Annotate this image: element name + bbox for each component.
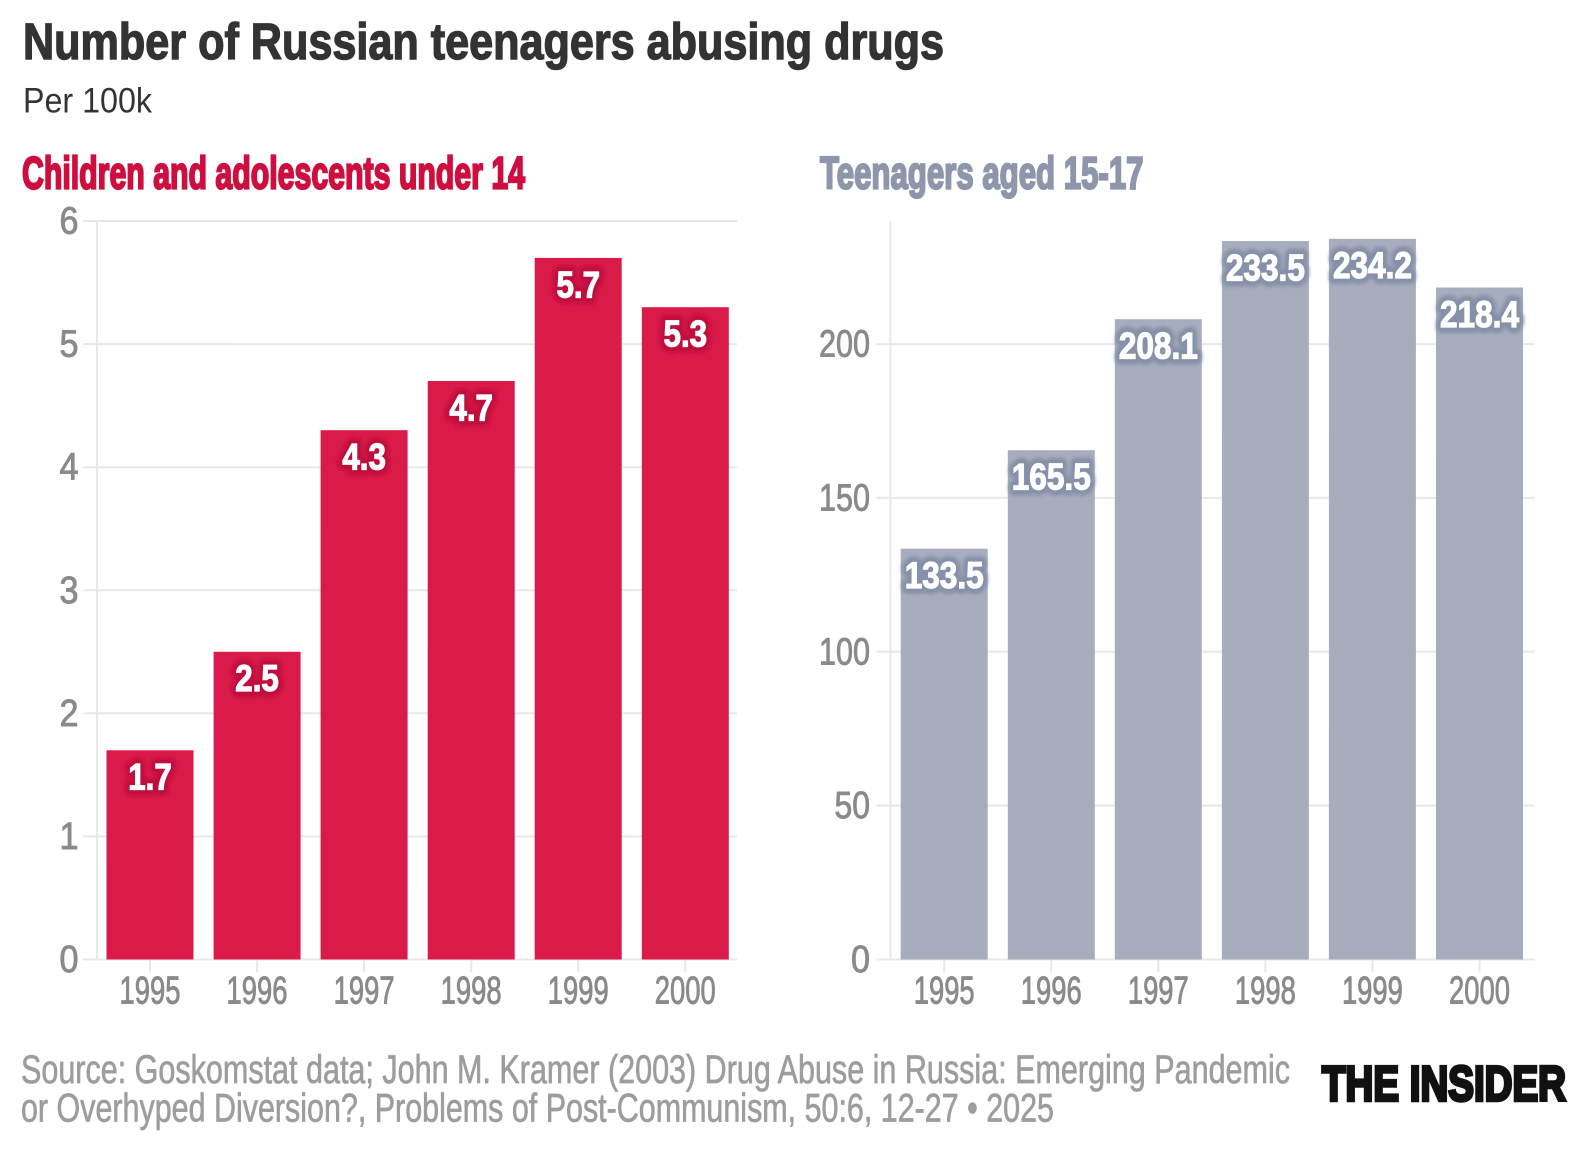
svg-text:5.7: 5.7 (556, 264, 600, 305)
svg-text:233.5: 233.5 (1226, 247, 1305, 288)
svg-text:1999: 1999 (548, 969, 609, 1012)
svg-text:200: 200 (819, 324, 870, 366)
svg-text:6: 6 (60, 200, 79, 242)
svg-text:Per 100k: Per 100k (23, 80, 152, 120)
svg-text:3: 3 (59, 570, 78, 612)
svg-text:5.3: 5.3 (664, 314, 708, 355)
svg-text:4.3: 4.3 (342, 437, 386, 478)
svg-text:0: 0 (59, 939, 78, 981)
svg-text:or Overhyped Diversion?, Probl: or Overhyped Diversion?, Problems of Pos… (21, 1087, 1054, 1131)
svg-text:208.1: 208.1 (1119, 326, 1198, 367)
svg-text:1: 1 (59, 816, 78, 858)
svg-text:234.2: 234.2 (1333, 245, 1412, 286)
svg-text:1998: 1998 (1235, 970, 1296, 1013)
svg-text:2000: 2000 (655, 969, 716, 1012)
svg-text:Source: Goskomstat data; John: Source: Goskomstat data; John M. Kramer … (21, 1048, 1290, 1092)
svg-text:1.7: 1.7 (128, 757, 172, 798)
svg-text:THE INSIDER: THE INSIDER (1322, 1058, 1566, 1112)
svg-text:233.5: 233.5 (1226, 247, 1305, 288)
svg-text:165.5: 165.5 (1012, 457, 1091, 498)
svg-text:218.4: 218.4 (1440, 294, 1519, 335)
svg-text:150: 150 (819, 477, 870, 519)
svg-text:5.3: 5.3 (664, 314, 708, 355)
svg-text:1.7: 1.7 (128, 757, 172, 798)
svg-text:234.2: 234.2 (1333, 245, 1412, 286)
svg-text:4.3: 4.3 (342, 437, 386, 478)
svg-text:133.5: 133.5 (905, 555, 984, 596)
svg-text:0: 0 (851, 939, 870, 981)
svg-text:2.5: 2.5 (235, 658, 279, 699)
svg-text:100: 100 (819, 631, 870, 673)
svg-text:2: 2 (59, 693, 78, 735)
svg-text:4.7: 4.7 (449, 387, 493, 428)
svg-text:2.5: 2.5 (235, 658, 279, 699)
svg-text:4.7: 4.7 (449, 387, 493, 428)
svg-text:50: 50 (834, 785, 870, 827)
svg-text:2000: 2000 (1449, 970, 1510, 1013)
svg-text:Number of Russian teenagers ab: Number of Russian teenagers abusing drug… (23, 13, 944, 70)
svg-text:1998: 1998 (441, 969, 502, 1012)
svg-text:1995: 1995 (119, 969, 180, 1012)
svg-text:1997: 1997 (334, 969, 395, 1012)
svg-text:133.5: 133.5 (905, 555, 984, 596)
svg-text:4: 4 (60, 447, 79, 489)
svg-text:5: 5 (60, 324, 79, 366)
svg-text:Teenagers aged 15-17: Teenagers aged 15-17 (820, 148, 1144, 199)
svg-text:218.4: 218.4 (1440, 294, 1519, 335)
svg-text:5.7: 5.7 (556, 264, 600, 305)
svg-text:1996: 1996 (1021, 970, 1082, 1013)
svg-text:1995: 1995 (914, 970, 975, 1013)
svg-text:1996: 1996 (227, 969, 288, 1012)
svg-text:Children and adolescents under: Children and adolescents under 14 (22, 147, 525, 198)
svg-text:1999: 1999 (1342, 970, 1403, 1013)
svg-text:208.1: 208.1 (1119, 326, 1198, 367)
svg-text:165.5: 165.5 (1012, 457, 1091, 498)
svg-text:1997: 1997 (1128, 970, 1189, 1013)
